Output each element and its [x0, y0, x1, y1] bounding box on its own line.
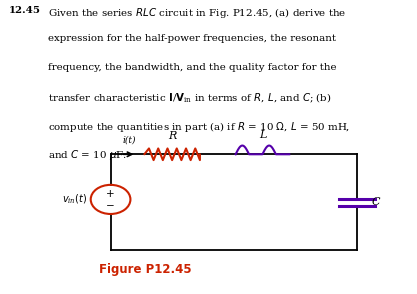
- Text: Given the series $\it{RLC}$ circuit in Fig. P12.45, (a) derive the: Given the series $\it{RLC}$ circuit in F…: [48, 6, 347, 20]
- Text: compute the quantities in part (a) if $\it{R}$ = 10 $\Omega$, $\it{L}$ = 50 mH,: compute the quantities in part (a) if $\…: [48, 120, 350, 134]
- Text: expression for the half-power frequencies, the resonant: expression for the half-power frequencie…: [48, 34, 336, 43]
- Text: $v_{\mathregular{in}}(t)$: $v_{\mathregular{in}}(t)$: [62, 193, 87, 206]
- Text: −: −: [106, 201, 115, 211]
- Text: L: L: [259, 130, 266, 140]
- Text: C: C: [372, 197, 380, 207]
- Text: +: +: [106, 189, 115, 199]
- Text: and $\it{C}$ = 10 $\mu$F.: and $\it{C}$ = 10 $\mu$F.: [48, 148, 127, 163]
- Text: transfer characteristic $\mathbf{I}$/$\mathbf{V}_{\mathregular{in}}$ in terms of: transfer characteristic $\mathbf{I}$/$\m…: [48, 91, 332, 105]
- Text: i(t): i(t): [123, 135, 136, 144]
- Text: 12.45: 12.45: [8, 6, 40, 15]
- Text: Figure P12.45: Figure P12.45: [99, 263, 191, 276]
- Text: R: R: [168, 131, 176, 141]
- Text: frequency, the bandwidth, and the quality factor for the: frequency, the bandwidth, and the qualit…: [48, 63, 337, 72]
